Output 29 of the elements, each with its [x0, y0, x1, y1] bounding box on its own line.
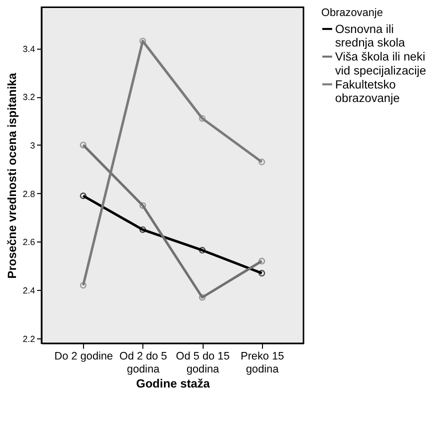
- y-axis-title: Prosečne vrednosti ocena ispitanika: [4, 72, 19, 279]
- x-tick-label: Od 5 do 15 godina: [176, 350, 230, 376]
- point: [258, 258, 266, 264]
- x-tick-label: Do 2 godine: [54, 350, 113, 363]
- point: [258, 158, 266, 166]
- point: [80, 192, 86, 200]
- point: [139, 38, 146, 44]
- y-tick-label: 2.2: [22, 334, 36, 344]
- y-tick-label: 3.4: [22, 44, 36, 54]
- legend-label: Osnovna ili srednja skola: [335, 22, 406, 50]
- point: [139, 202, 146, 209]
- legend-label: Fakultetsko obrazovanje: [335, 77, 400, 106]
- x-axis-title: Godine staža: [136, 376, 210, 390]
- y-tick-label: 2.6: [22, 237, 36, 248]
- point: [80, 282, 86, 289]
- point: [258, 270, 266, 276]
- legend-label: Viša škola ili neki vid specijalizacije: [335, 50, 426, 78]
- legend-title: Obrazovanje: [321, 7, 383, 20]
- y-tick-label: 2.4: [22, 286, 36, 296]
- point: [80, 142, 86, 148]
- y-tick-label: 3.2: [22, 92, 36, 102]
- x-tick-label: Preko 15 godina: [240, 350, 284, 376]
- point: [198, 115, 206, 122]
- point: [139, 226, 146, 233]
- point: [198, 294, 206, 301]
- y-tick-label: 3: [30, 140, 36, 150]
- point: [198, 246, 206, 254]
- y-tick-label: 2.8: [22, 188, 36, 199]
- x-tick-label: Od 2 do 5 godina: [119, 350, 168, 376]
